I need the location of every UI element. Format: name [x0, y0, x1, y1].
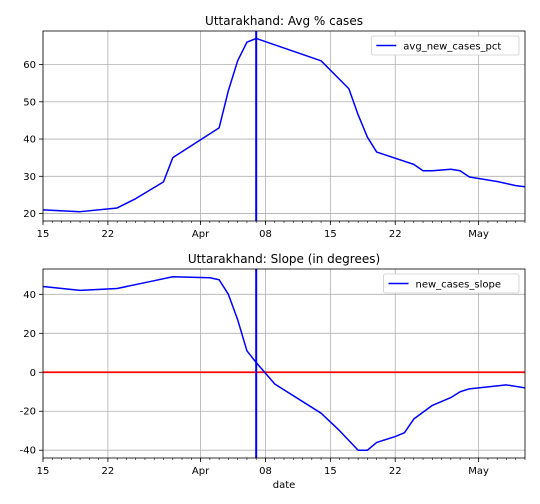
chart-title: Uttarakhand: Avg % cases — [205, 14, 363, 28]
chart-1: 15 22 Apr 08 15 22 May 20 30 40 50 60 Uttarakhand: A… — [23, 14, 525, 240]
x-tick-label: 08 — [259, 466, 272, 477]
x-tick-label: May — [468, 229, 489, 240]
chart-2: 15 22 Apr 08 15 22 May 40 20 0 -20 -40 Uttarakhand: … — [20, 252, 525, 491]
y-tick-label: 0 — [30, 368, 36, 379]
x-tick-label: 15 — [37, 229, 50, 240]
y-tick-label: -40 — [20, 446, 36, 457]
legend-label: avg_new_cases_pct — [403, 42, 501, 53]
y-tick-label: 60 — [23, 60, 36, 71]
axes-frame — [43, 269, 525, 458]
y-tick-label: 20 — [23, 329, 36, 340]
x-tick-label: 15 — [37, 466, 50, 477]
x-tick-label: 15 — [324, 466, 337, 477]
legend-label: new_cases_slope — [416, 280, 501, 291]
y-tick-label: -20 — [20, 407, 36, 418]
y-tick-label: 40 — [23, 290, 36, 301]
y-tick-label: 50 — [23, 97, 36, 108]
y-tick-label: 20 — [23, 209, 36, 220]
x-tick-label: Apr — [192, 466, 210, 477]
y-tick-label: 30 — [23, 172, 36, 183]
legend: avg_new_cases_pct — [371, 36, 519, 55]
x-tick-label: May — [468, 466, 489, 477]
series-line-new_cases_slope — [43, 277, 525, 450]
x-tick-label: 08 — [259, 229, 272, 240]
x-tick-label: 22 — [389, 466, 402, 477]
chart-title: Uttarakhand: Slope (in degrees) — [188, 252, 380, 266]
x-axis-label: date — [273, 480, 296, 491]
x-tick-label: 22 — [102, 229, 115, 240]
axes-frame — [43, 31, 525, 221]
y-tick-label: 40 — [23, 135, 36, 146]
x-tick-label: 15 — [324, 229, 337, 240]
x-tick-label: Apr — [192, 229, 210, 240]
legend: new_cases_slope — [384, 274, 520, 293]
x-tick-label: 22 — [102, 466, 115, 477]
x-tick-label: 22 — [389, 229, 402, 240]
